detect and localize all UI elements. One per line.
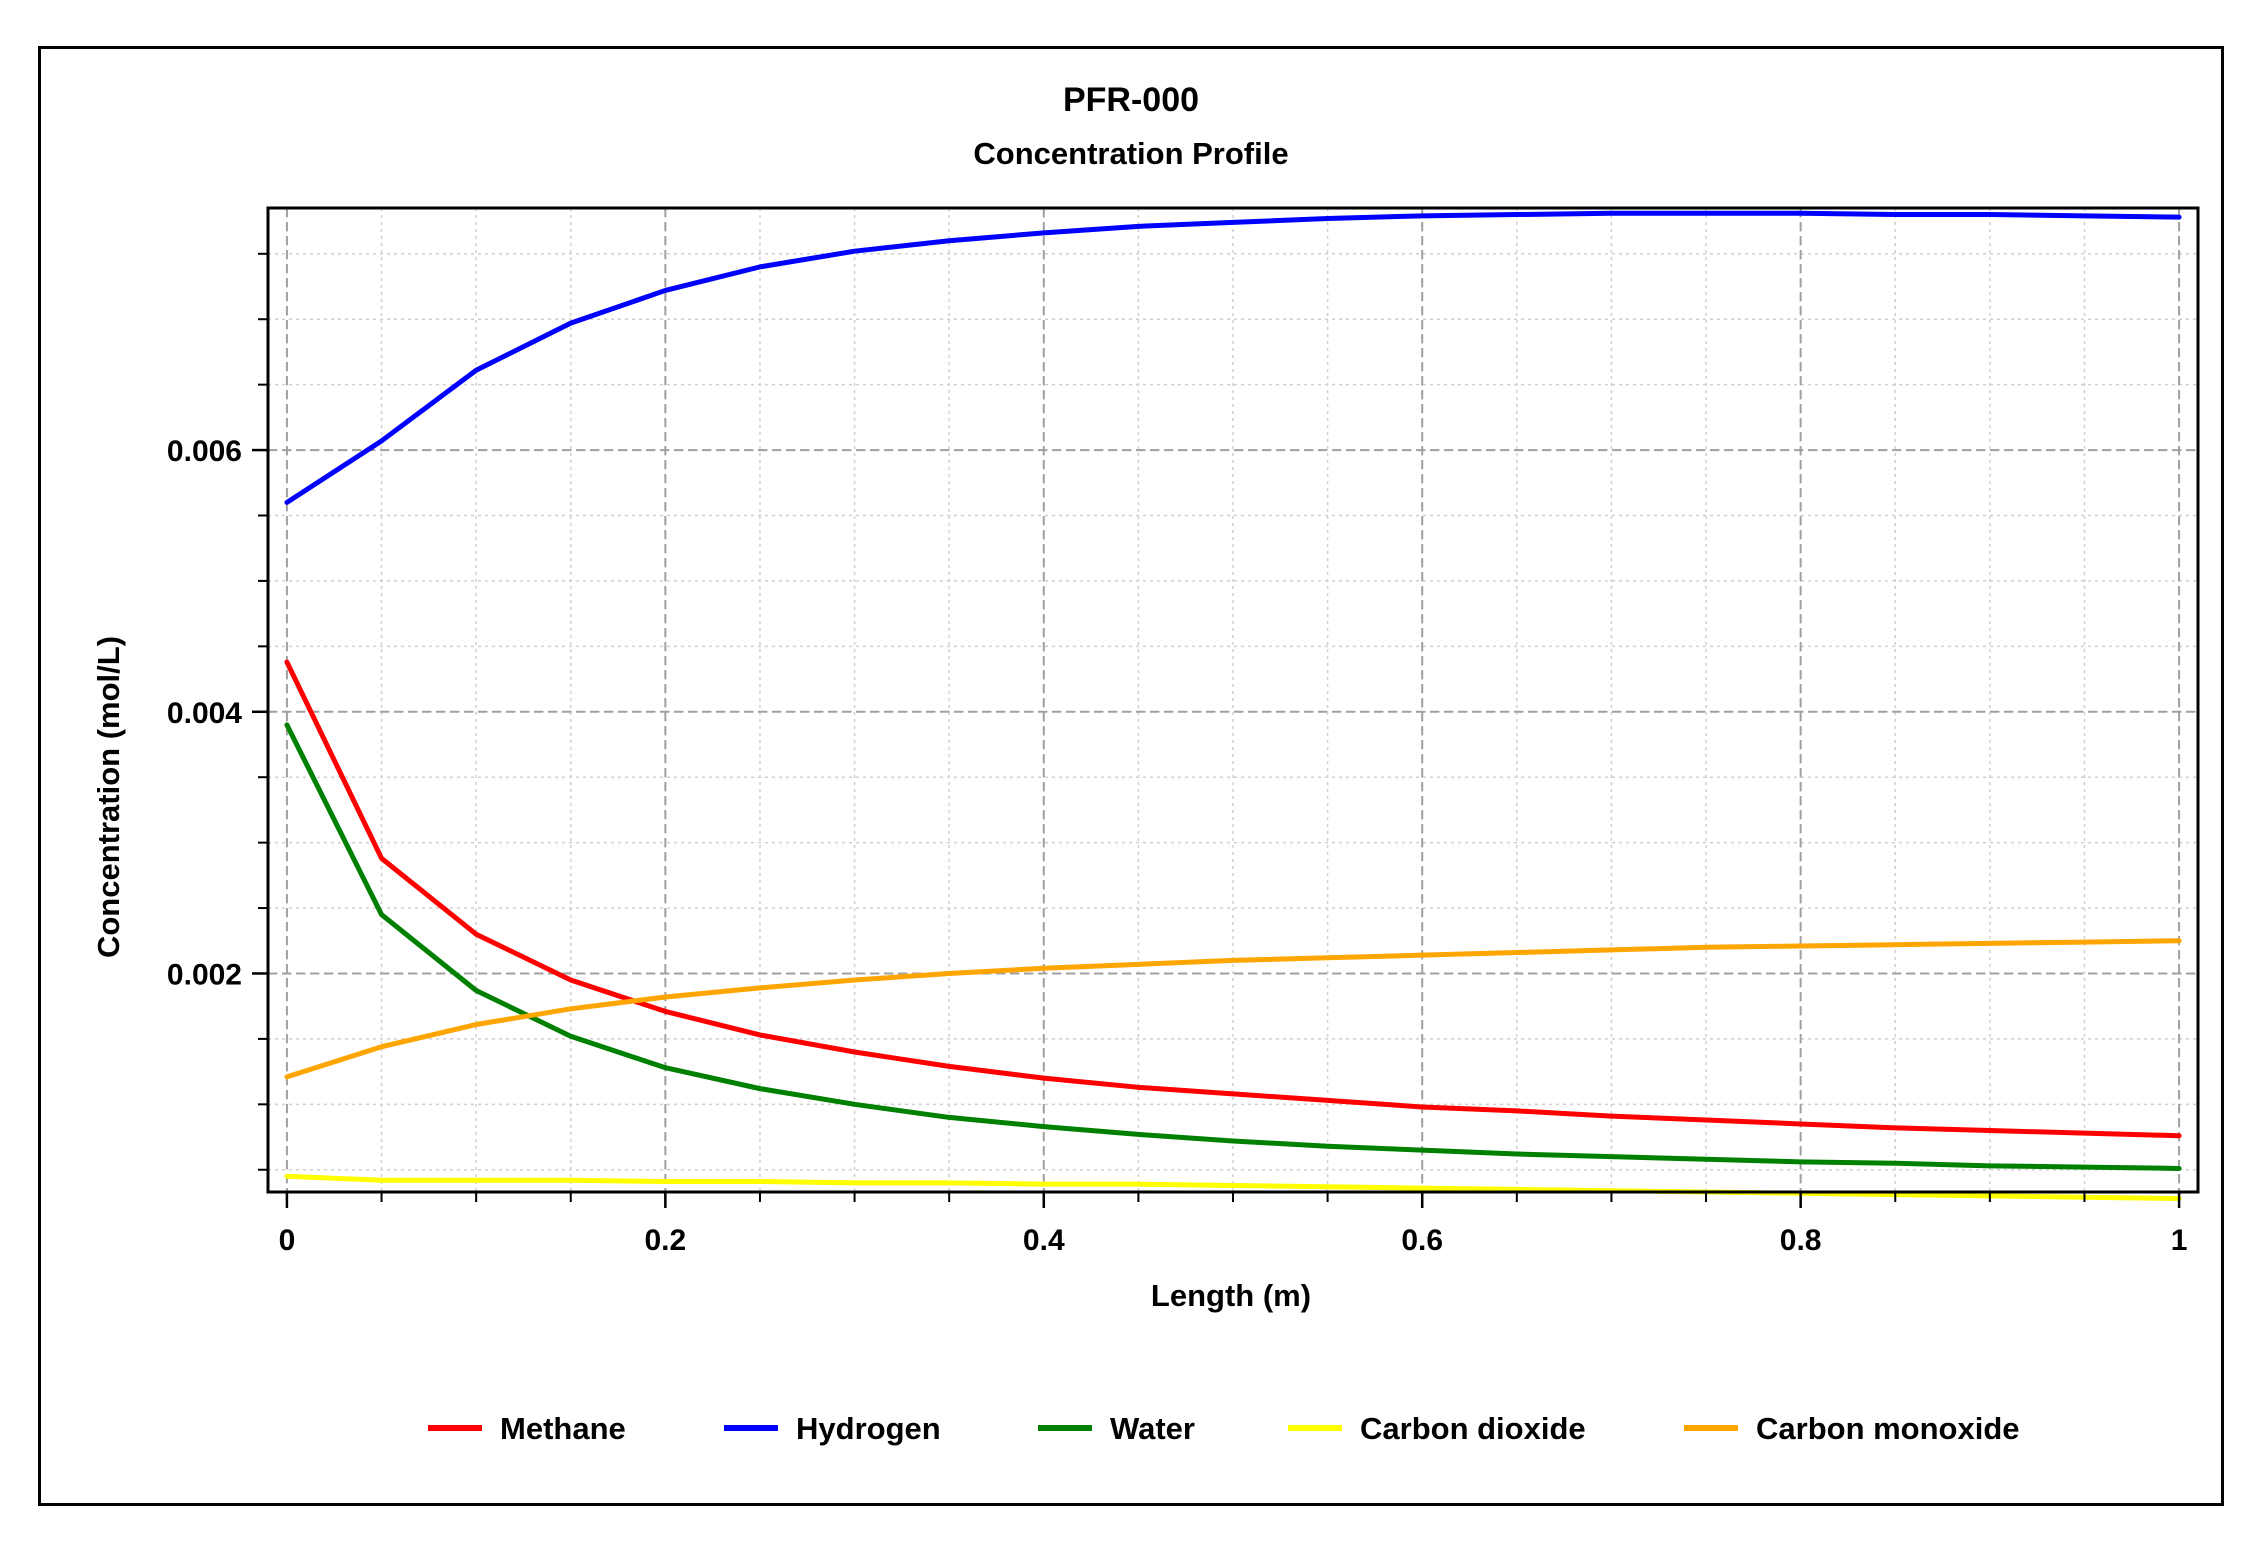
chart-subtitle: Concentration Profile <box>973 136 1288 171</box>
grid <box>268 208 2198 1192</box>
legend-item-hydrogen: Hydrogen <box>724 1411 941 1446</box>
chart-frame: PFR-000 Concentration Profile 0 0.2 0.4 0.6… <box>38 46 2224 1506</box>
legend-label: Carbon dioxide <box>1360 1411 1586 1446</box>
series-line-water <box>284 722 2182 1171</box>
legend: Methane Hydrogen Water Carbon dioxide Carbon… <box>428 1411 2020 1446</box>
legend-label: Methane <box>500 1411 626 1446</box>
y-tick-label: 0.004 <box>167 697 242 730</box>
legend-item-carbon-monoxide: Carbon monoxide <box>1684 1411 2020 1446</box>
legend-item-water: Water <box>1038 1411 1195 1446</box>
chart-title: PFR-000 <box>1063 81 1199 119</box>
x-tick-label: 0.2 <box>644 1224 686 1257</box>
concentration-chart: PFR-000 Concentration Profile 0 0.2 0.4 0.6… <box>91 81 2200 1446</box>
y-axis-label: Concentration (mol/L) <box>91 636 126 958</box>
x-tick-label: 0.6 <box>1401 1224 1443 1257</box>
y-tick-label: 0.002 <box>167 958 242 991</box>
x-tick-label: 0.8 <box>1780 1224 1822 1257</box>
y-tick-label: 0.006 <box>167 435 242 468</box>
axis-ticks: 0 0.2 0.4 0.6 0.8 1 0.002 0.004 0.006 <box>167 252 2188 1257</box>
series-lines <box>284 210 2182 1202</box>
x-tick-label: 0.4 <box>1023 1224 1065 1257</box>
legend-label: Water <box>1110 1411 1195 1446</box>
series-line-hydrogen <box>284 210 2182 505</box>
x-tick-label: 1 <box>2171 1224 2188 1257</box>
legend-label: Carbon monoxide <box>1756 1411 2020 1446</box>
legend-item-methane: Methane <box>428 1411 626 1446</box>
legend-item-carbon-dioxide: Carbon dioxide <box>1288 1411 1586 1446</box>
series-line-carbon-dioxide <box>284 1173 2182 1202</box>
series-line-carbon-monoxide <box>284 938 2182 1080</box>
series-line-methane <box>284 659 2182 1139</box>
x-axis-label: Length (m) <box>1151 1278 1311 1313</box>
x-tick-label: 0 <box>279 1224 296 1257</box>
legend-label: Hydrogen <box>796 1411 941 1446</box>
